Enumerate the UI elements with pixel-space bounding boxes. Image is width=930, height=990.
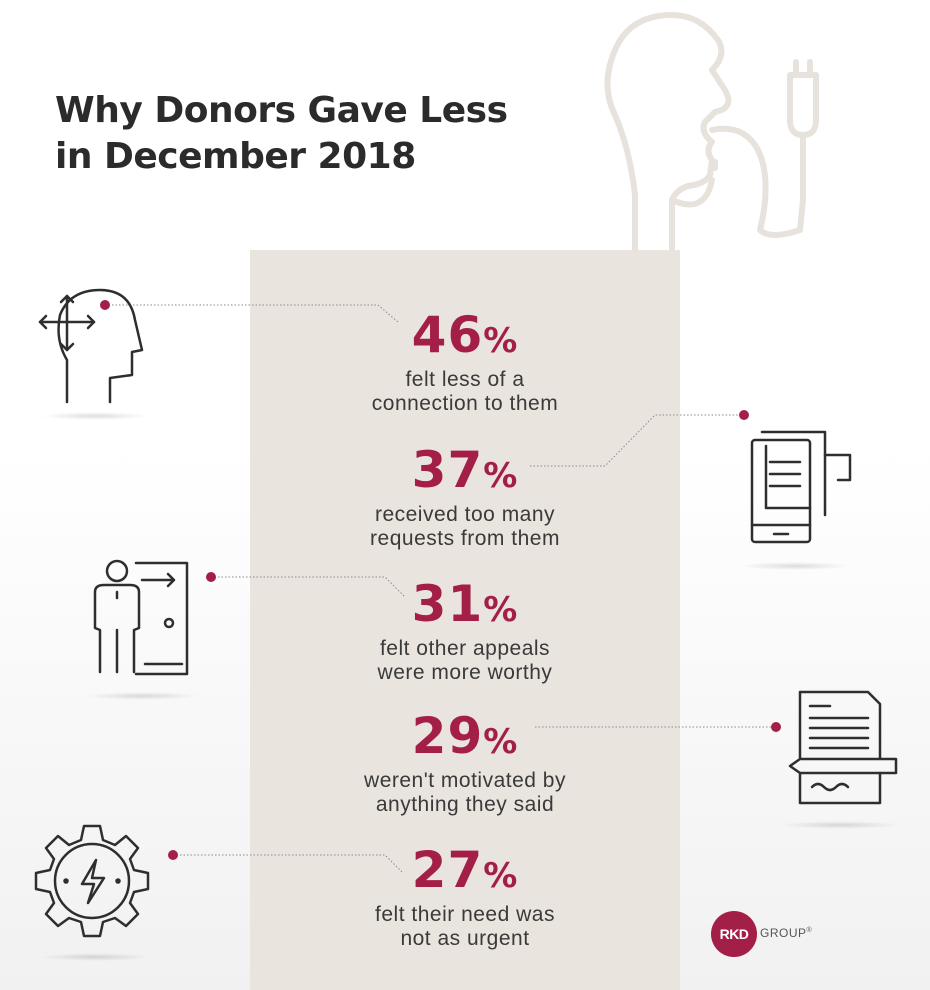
icon-shadow (780, 821, 900, 829)
logo-registered: ® (806, 927, 813, 934)
title-line-2: in December 2018 (55, 136, 416, 177)
stat-label-line-2: requests from them (370, 527, 560, 550)
stat-label-line-2: anything they said (375, 793, 555, 816)
leader-line-2 (530, 410, 749, 467)
icon-shadow (740, 562, 850, 570)
leader-line-4 (535, 722, 781, 732)
icon-shadow (85, 692, 200, 700)
page-title: Why Donors Gave Less in December 2018 (55, 88, 508, 180)
stat-percent: 29% (250, 709, 680, 769)
stat-item-1: 46% felt less of a connection to them (250, 308, 680, 416)
stat-percent: 37% (250, 443, 680, 503)
leader-line-3 (206, 572, 406, 598)
percent-sign: % (483, 456, 519, 496)
stat-label-line-1: weren't motivated by (364, 769, 566, 792)
leader-line-5 (168, 850, 403, 873)
logo-wordmark: GROUP® (760, 926, 812, 940)
person-exit-door-icon (93, 559, 189, 676)
stat-label-line-1: felt their need was (375, 903, 555, 926)
document-pen-icon (788, 690, 898, 805)
stat-value: 29 (411, 707, 484, 765)
stat-value: 37 (411, 441, 484, 499)
leader-line-1 (100, 300, 399, 323)
icon-shadow (40, 412, 150, 420)
stat-percent: 46% (250, 308, 680, 368)
stat-item-5: 27% felt their need was not as urgent (250, 843, 680, 951)
stat-percent: 31% (250, 577, 680, 637)
stat-value: 31 (411, 575, 484, 633)
percent-sign: % (483, 856, 519, 896)
stat-label-line-2: not as urgent (400, 927, 530, 950)
stat-item-4: 29% weren't motivated by anything they s… (250, 709, 680, 817)
head-arrows-icon (38, 288, 144, 404)
center-panel (250, 250, 680, 990)
icon-shadow (40, 953, 150, 961)
stat-item-3: 31% felt other appeals were more worthy (250, 577, 680, 685)
title-line-1: Why Donors Gave Less (55, 90, 508, 131)
stat-percent: 27% (250, 843, 680, 903)
stat-value: 46 (411, 306, 484, 364)
stat-label-line-1: felt other appeals (379, 637, 551, 660)
rkd-group-logo: RKD GROUP® (711, 911, 841, 961)
stat-item-2: 37% received too many requests from them (250, 443, 680, 551)
logo-word: GROUP (760, 926, 807, 940)
percent-sign: % (483, 590, 519, 630)
stat-label-line-1: felt less of a (405, 368, 525, 391)
percent-sign: % (483, 722, 519, 762)
percent-sign: % (483, 321, 519, 361)
gear-lightning-icon (34, 824, 150, 938)
stat-value: 27 (411, 841, 484, 899)
stat-label-line-1: received too many (374, 503, 556, 526)
phone-receipt-icon (750, 430, 852, 544)
stat-label-line-2: connection to them (371, 392, 559, 415)
logo-mark: RKD (711, 911, 757, 957)
head-plug-icon (604, 12, 819, 253)
stat-label-line-2: were more worthy (377, 661, 553, 684)
